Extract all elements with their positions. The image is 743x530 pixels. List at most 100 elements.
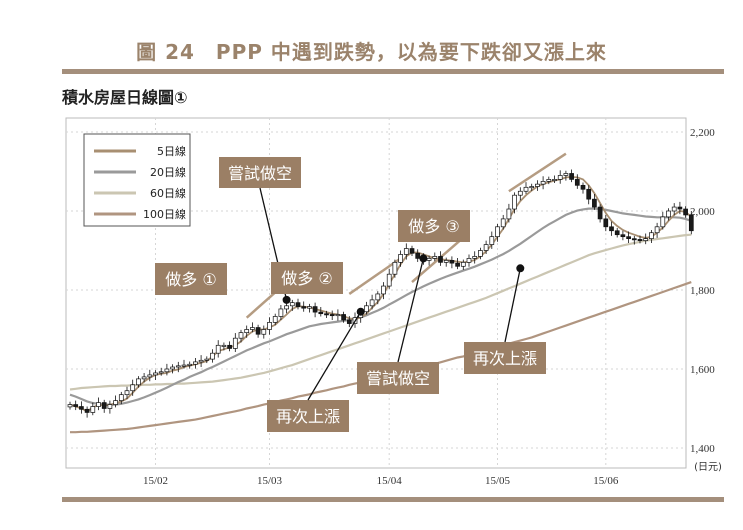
callout-dot <box>282 295 291 304</box>
candle-body <box>614 230 620 236</box>
candle-body <box>677 206 683 210</box>
candle-body <box>301 306 307 309</box>
candle-body <box>666 210 671 218</box>
candle-body <box>654 226 660 234</box>
candle-body <box>552 179 557 181</box>
legend-box <box>83 133 191 227</box>
candle-body <box>375 293 381 301</box>
candle-body <box>603 218 609 228</box>
candle-body <box>198 359 204 363</box>
candle-body <box>557 175 563 180</box>
candle-body <box>312 306 318 313</box>
candle-body <box>73 404 79 407</box>
bottom-rule <box>62 497 724 502</box>
callout-box <box>219 157 301 188</box>
callout-box <box>398 210 470 242</box>
candle-body <box>107 404 113 409</box>
candle-body <box>455 262 460 267</box>
callout-box <box>464 342 546 374</box>
y-tick-label: 1,800 <box>690 285 715 297</box>
candle-body <box>649 232 654 240</box>
candle-body <box>67 404 73 408</box>
candle-body <box>130 384 136 392</box>
candle-body <box>381 285 386 295</box>
x-tick-label: 15/04 <box>377 475 403 487</box>
x-tick-label: 15/03 <box>257 475 283 487</box>
candle-body <box>643 238 649 241</box>
candle-body <box>386 273 392 287</box>
callout-attempt-short: 嘗試做空 <box>219 157 301 304</box>
candle-body <box>324 313 329 316</box>
candle-body <box>409 248 415 254</box>
callout-text: 做多 ① <box>165 270 216 289</box>
callout-box <box>271 262 343 294</box>
candle-body <box>255 327 261 335</box>
candle-body <box>369 299 375 307</box>
callout-text: 再次上漲 <box>276 407 340 426</box>
candle-body <box>295 302 301 307</box>
ma5-line <box>69 176 692 413</box>
callout-box <box>267 400 349 432</box>
candle-body <box>483 244 489 251</box>
candle-body <box>438 256 443 263</box>
chart-subtitle: 積水房屋日線圖① <box>62 88 188 107</box>
candle-body <box>289 302 295 307</box>
candle-body <box>580 184 586 190</box>
candle-body <box>187 363 193 366</box>
candle-body <box>398 254 403 263</box>
candle-body <box>204 358 210 361</box>
legend-label-ma20: 20日線 <box>150 165 186 179</box>
callout-text: 做多 ③ <box>408 217 459 236</box>
candle-body <box>136 378 141 386</box>
figure-title: 圖 24 PPP 中遇到跌勢，以為要下跌卻又漲上來 <box>136 40 607 64</box>
candle-body <box>284 305 289 310</box>
y-tick-label: 2,000 <box>690 206 715 218</box>
candle-body <box>113 400 118 405</box>
legend: 5日線 20日線 60日線 100日線 <box>83 133 191 227</box>
callout-leader <box>397 258 425 363</box>
candle-body <box>495 226 500 238</box>
callout-dot <box>419 254 428 263</box>
candle-body <box>335 314 341 317</box>
candle-body <box>586 188 592 200</box>
candle-body <box>307 306 312 309</box>
candle-body <box>688 214 694 232</box>
candle-body <box>660 216 666 228</box>
candle-body <box>426 258 432 261</box>
candle-body <box>181 364 187 367</box>
candle-body <box>90 406 96 413</box>
candle-body <box>175 365 181 368</box>
candle-body <box>215 344 221 354</box>
callout-text: 嘗試做空 <box>228 164 292 183</box>
candle-body <box>529 186 535 189</box>
candle-body <box>569 173 574 180</box>
candle-body <box>158 371 164 374</box>
candle-body <box>346 319 352 324</box>
candle-body <box>500 218 506 228</box>
candle-body <box>318 311 324 315</box>
y-tick-label: 2,200 <box>690 127 715 139</box>
candle-body <box>540 181 546 185</box>
candle-body <box>227 344 232 349</box>
legend-label-ma60: 60日線 <box>150 186 186 200</box>
y-unit-label: (日元) <box>694 462 722 473</box>
callout-dot <box>356 307 365 316</box>
candle-body <box>574 179 580 186</box>
callout-leader <box>307 311 362 401</box>
candle-body <box>415 252 421 259</box>
candle-body <box>341 314 346 321</box>
legend-label-ma100: 100日線 <box>143 207 186 221</box>
callout-long-2: 做多 ② <box>271 262 343 294</box>
candle-body <box>164 368 170 373</box>
candle-body <box>403 248 409 255</box>
callout-attempt-short-2: 嘗試做空 <box>357 254 439 394</box>
candle-body <box>267 322 272 330</box>
candle-body <box>79 406 84 410</box>
candle-body <box>84 408 90 413</box>
candle-body <box>238 332 244 339</box>
candle-body <box>392 262 398 275</box>
candle-body <box>153 372 158 376</box>
callout-long-3: 做多 ③ <box>398 210 470 242</box>
trend-line <box>348 257 402 295</box>
callout-text: 做多 ② <box>281 269 332 288</box>
